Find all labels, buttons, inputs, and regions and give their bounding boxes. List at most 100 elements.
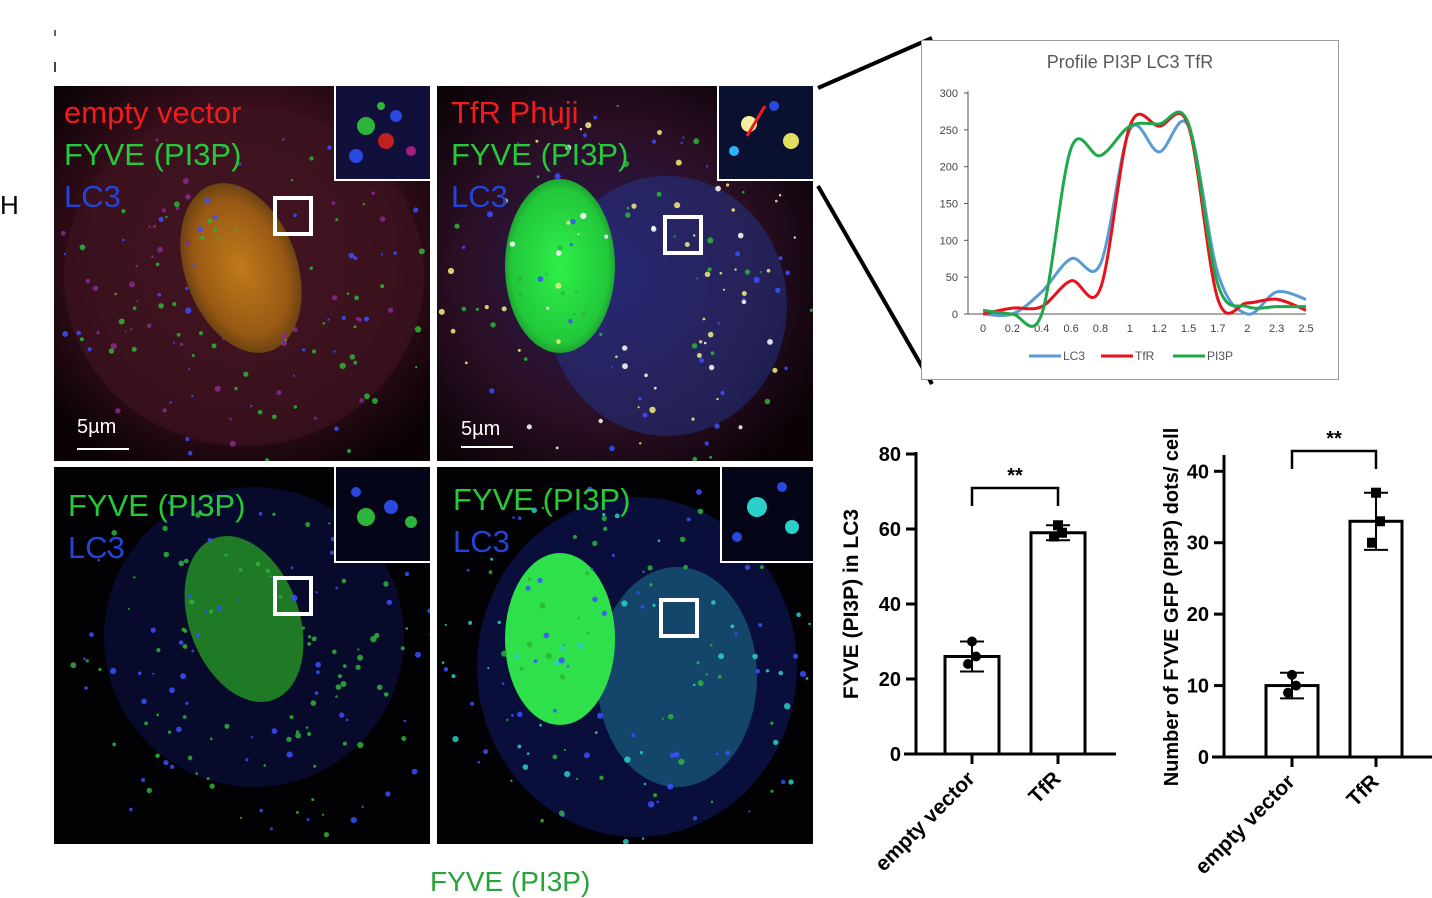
speckle bbox=[546, 306, 550, 310]
zoom-inset bbox=[334, 467, 430, 563]
speckle bbox=[362, 203, 365, 206]
speckle bbox=[311, 636, 317, 642]
bar bbox=[1348, 519, 1404, 759]
speckle bbox=[647, 565, 653, 571]
speckle bbox=[601, 515, 607, 522]
speckle bbox=[767, 339, 773, 345]
speckle bbox=[355, 316, 360, 321]
speckle bbox=[393, 251, 397, 255]
speckle bbox=[240, 816, 243, 820]
speckle bbox=[292, 374, 295, 377]
speckle bbox=[357, 741, 364, 749]
speckle bbox=[742, 297, 746, 300]
speckle bbox=[136, 300, 139, 303]
speckle bbox=[477, 760, 481, 764]
speckle bbox=[185, 701, 189, 705]
speckle bbox=[590, 567, 594, 570]
speckle bbox=[693, 234, 696, 237]
speckle bbox=[566, 220, 571, 225]
speckle bbox=[276, 390, 282, 396]
speckle bbox=[167, 501, 172, 505]
speckle bbox=[741, 291, 747, 296]
speckle bbox=[340, 681, 347, 687]
speckle bbox=[132, 306, 137, 310]
speckle bbox=[535, 139, 539, 143]
speckle bbox=[385, 791, 391, 797]
speckle bbox=[174, 201, 180, 208]
speckle bbox=[565, 144, 572, 151]
speckle bbox=[353, 325, 357, 329]
speckle bbox=[447, 267, 455, 275]
speckle bbox=[163, 551, 170, 558]
speckle bbox=[573, 312, 576, 316]
speckle bbox=[582, 133, 587, 138]
speckle bbox=[717, 322, 721, 325]
speckle bbox=[310, 700, 317, 706]
speckle bbox=[182, 178, 189, 184]
speckle bbox=[778, 670, 783, 676]
speckle bbox=[592, 596, 598, 603]
speckle bbox=[483, 749, 489, 755]
y-tick-label: 20 bbox=[1187, 604, 1209, 626]
speckle bbox=[438, 308, 445, 315]
speckle bbox=[560, 645, 566, 652]
speckle bbox=[519, 666, 524, 672]
speckle bbox=[295, 811, 299, 814]
speckle bbox=[759, 271, 762, 273]
scalebar bbox=[461, 446, 513, 448]
speckle bbox=[716, 397, 719, 401]
label-fyve: FYVE (PI3P) bbox=[451, 137, 629, 172]
speckle bbox=[214, 385, 221, 392]
speckle bbox=[501, 682, 505, 685]
speckle bbox=[127, 607, 130, 610]
speckle bbox=[537, 276, 544, 282]
speckle bbox=[539, 723, 542, 727]
speckle bbox=[307, 635, 312, 639]
speckle bbox=[118, 318, 125, 325]
speckle bbox=[564, 771, 571, 778]
speckle bbox=[489, 388, 495, 394]
speckle bbox=[427, 608, 430, 614]
speckle bbox=[585, 122, 592, 129]
speckle bbox=[610, 365, 613, 368]
speckle bbox=[518, 516, 522, 520]
speckle bbox=[361, 805, 365, 809]
speckle bbox=[470, 701, 475, 706]
speckle bbox=[83, 657, 86, 660]
speckle bbox=[604, 234, 609, 239]
speckle bbox=[217, 605, 223, 611]
speckle bbox=[637, 406, 640, 409]
speckle bbox=[785, 270, 790, 276]
speckle bbox=[162, 408, 167, 413]
label-lc3: LC3 bbox=[64, 179, 121, 214]
speckle bbox=[224, 723, 230, 729]
speckle bbox=[523, 357, 528, 361]
speckle bbox=[772, 367, 778, 373]
speckle bbox=[555, 282, 562, 289]
speckle bbox=[531, 507, 537, 514]
speckle bbox=[401, 736, 407, 742]
significance-stars: ** bbox=[1007, 465, 1023, 487]
micrograph-top-right: TfR Phuji FYVE (PI3P) LC3 5µm bbox=[437, 86, 813, 461]
speckle bbox=[146, 787, 152, 794]
speckle bbox=[649, 583, 653, 587]
speckle bbox=[158, 216, 164, 223]
speckle bbox=[415, 366, 418, 369]
speckle bbox=[742, 190, 745, 194]
speckle bbox=[517, 744, 522, 749]
significance-bracket bbox=[1290, 449, 1378, 469]
speckle bbox=[510, 779, 513, 782]
speckle bbox=[243, 371, 249, 377]
speckle bbox=[707, 331, 714, 338]
speckle bbox=[626, 206, 630, 210]
speckle bbox=[364, 393, 370, 400]
speckle bbox=[350, 817, 357, 824]
y-tick-label: 40 bbox=[1187, 461, 1209, 483]
speckle bbox=[696, 353, 702, 358]
speckle bbox=[187, 755, 193, 761]
speckle bbox=[307, 731, 312, 737]
speckle bbox=[342, 664, 347, 668]
speckle bbox=[718, 653, 724, 660]
speckle bbox=[705, 673, 708, 676]
